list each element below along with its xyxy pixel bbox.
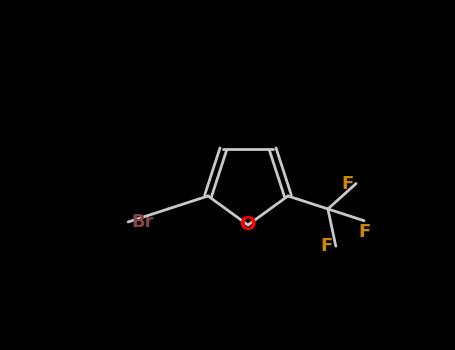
Text: Br: Br — [131, 213, 154, 231]
Text: O: O — [240, 216, 256, 234]
Text: F: F — [341, 175, 353, 193]
Text: F: F — [358, 223, 370, 241]
Text: F: F — [320, 237, 333, 255]
